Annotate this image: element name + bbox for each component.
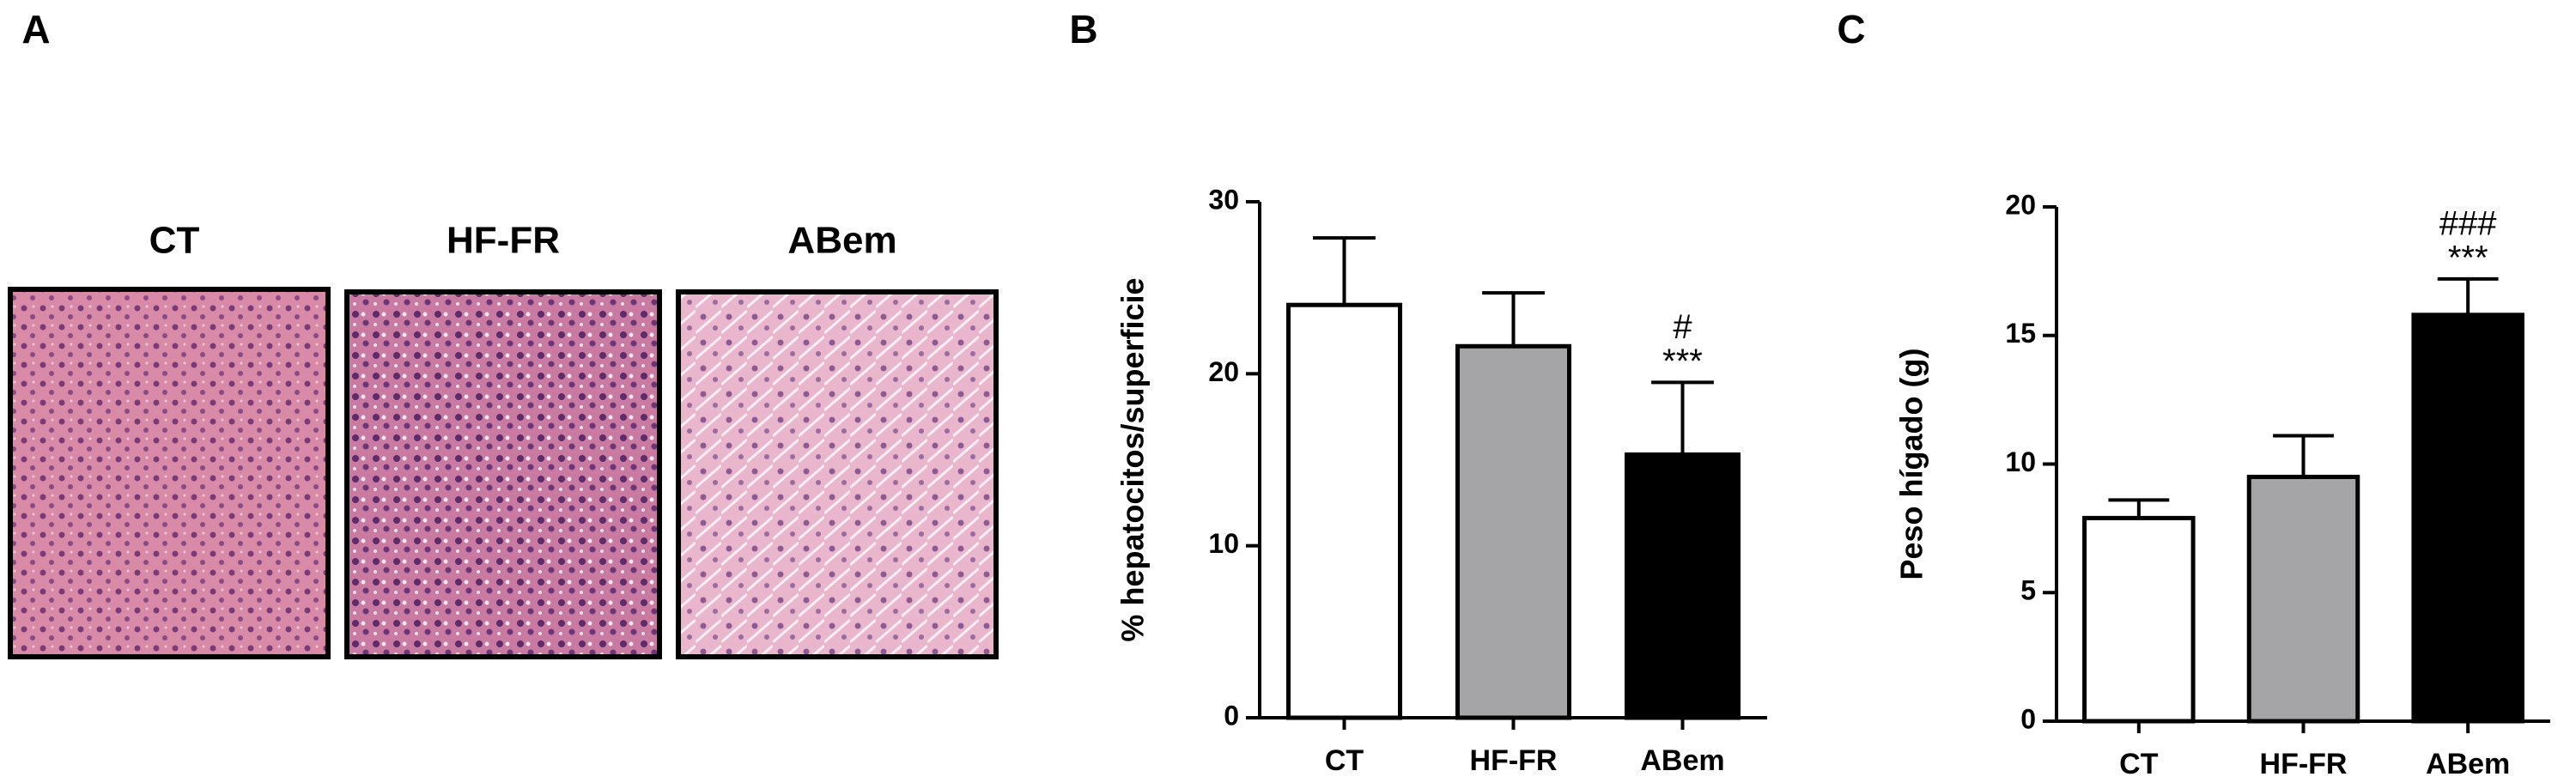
y-tick-label: 20: [1208, 356, 1239, 387]
image-title: ABem: [787, 220, 896, 262]
bar: [1455, 343, 1572, 720]
y-tick-label: 5: [2020, 575, 2036, 606]
bar: [2246, 474, 2360, 724]
y-axis-label: % hepatocitos/superficie: [1115, 277, 1151, 641]
significance-label: ###: [2439, 204, 2497, 242]
y-axis-label: Peso hígado (g): [1894, 349, 1929, 580]
y-tick-label: 0: [1224, 700, 1239, 731]
y-tick-label: 10: [1208, 528, 1239, 559]
panel-a: A CT HF-FR ABem: [8, 7, 999, 659]
x-tick-label: CT: [1325, 744, 1364, 777]
bar: [2082, 515, 2196, 724]
y-tick-label: 15: [2005, 318, 2036, 349]
image-title: HF-FR: [447, 220, 560, 262]
y-tick-label: 0: [2020, 703, 2036, 734]
y-tick-label: 10: [2005, 446, 2036, 477]
significance-label: ***: [2448, 239, 2488, 276]
significance-label: #: [1673, 308, 1692, 346]
image-title: CT: [149, 220, 200, 262]
panel-label: C: [1837, 7, 1865, 52]
x-tick-label: CT: [2119, 748, 2159, 780]
histology-image: [344, 289, 662, 659]
x-tick-label: HF-FR: [1470, 744, 1558, 777]
bar: [2411, 313, 2524, 724]
x-tick-label: HF-FR: [2260, 748, 2348, 780]
panel-label: B: [1069, 7, 1097, 52]
panel-label: A: [21, 7, 50, 52]
y-tick-label: 20: [2005, 189, 2036, 220]
bar: [1624, 452, 1741, 720]
histology-image: [8, 287, 331, 659]
x-tick-label: ABem: [1640, 744, 1724, 777]
y-tick-label: 30: [1208, 184, 1239, 215]
histology-image: [676, 289, 999, 659]
bar: [1285, 302, 1403, 720]
significance-label: ***: [1662, 343, 1703, 380]
x-tick-label: ABem: [2426, 748, 2510, 780]
